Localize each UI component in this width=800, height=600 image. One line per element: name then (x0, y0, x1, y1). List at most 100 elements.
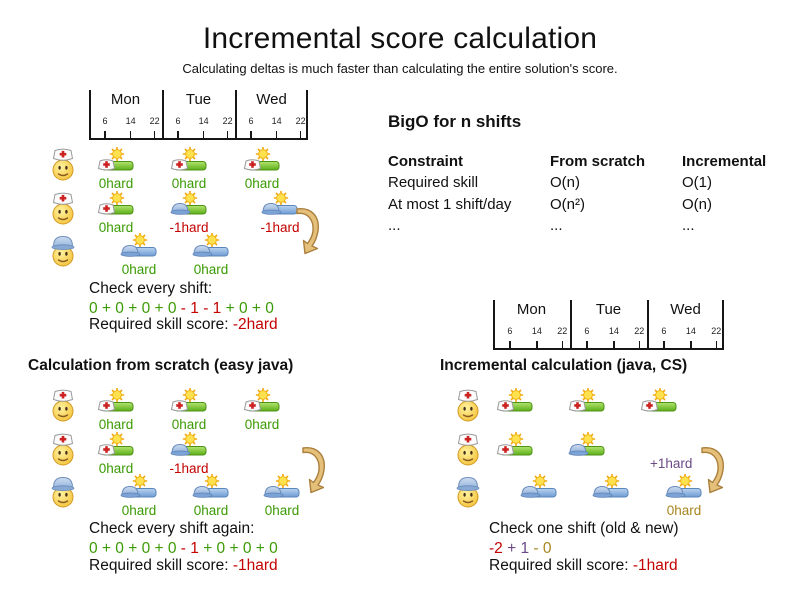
shift-icon (263, 473, 300, 498)
hour-label: 22 (634, 326, 645, 336)
worker-cap-icon (665, 485, 686, 498)
shift-grid-initial: 0hard 0hard 0hard (40, 146, 345, 282)
page-title: Incremental score calculation (202, 22, 598, 55)
shift-icon (192, 473, 229, 498)
hour-label: 6 (661, 326, 667, 336)
nurse-avatar (50, 432, 76, 466)
shift: 0hard (120, 232, 158, 279)
score-value: -1hard (232, 557, 278, 574)
nurse-cap-icon (496, 400, 515, 412)
sum-line-scratch: 0 + 0 + 0 + 0 - 1 + 0 + 0 + 0 (89, 540, 278, 558)
sum-part: + 1 (502, 540, 530, 557)
hour-label: 14 (531, 326, 542, 336)
nurse-cap-icon (568, 400, 587, 412)
nurse-cap-icon (640, 400, 659, 412)
sum-part: - 1 (180, 540, 199, 557)
shift-score-label: -1hard (169, 461, 209, 476)
shift-grid-scratch: 0hard 0hard 0hard (40, 387, 345, 523)
shift-score-label: 0hard (193, 503, 229, 518)
check-label-scratch: Check every shift again: (89, 520, 255, 537)
hour-tick (153, 131, 156, 140)
shift: 0hard (97, 431, 135, 478)
day-separator-line (306, 90, 308, 140)
nurse-avatar (455, 432, 481, 466)
day-separator-line (89, 90, 91, 140)
nurse-cap-icon (170, 400, 189, 412)
shift-icon (243, 387, 280, 412)
bigo-cell: ... (682, 216, 695, 234)
hour-label: 14 (125, 116, 136, 126)
bigo-cell: O(1) (682, 174, 712, 192)
bigo-header-cell: Incremental (682, 153, 767, 170)
shift (568, 431, 606, 478)
hour-tick (715, 341, 718, 350)
shift-icon (97, 387, 134, 412)
hour-tick (202, 131, 205, 140)
shift: 0hard (97, 190, 135, 237)
bigo-grid: Constraint From scratch Incremental Require… (388, 151, 788, 236)
nurse-avatar (50, 191, 76, 225)
shift-score-label: 0hard (121, 503, 157, 518)
nurse-face-icon (457, 389, 479, 422)
worker-cap-icon (520, 485, 541, 498)
hour-tick (638, 341, 641, 350)
worker-face-icon (456, 476, 480, 508)
day-separator-line (235, 90, 237, 140)
shift: 0hard (665, 473, 703, 520)
move-arrow-icon (296, 208, 319, 255)
shift-icon (170, 190, 207, 215)
nurse-cap-icon (97, 159, 116, 171)
shift-icon (192, 232, 229, 257)
shift-score-label: 0hard (264, 503, 300, 518)
worker-cap-icon (261, 202, 282, 215)
score-line-initial: Required skill score: -2hard (89, 316, 278, 334)
shift-icon (120, 473, 157, 498)
nurse-face-icon (52, 389, 74, 422)
bigo-cell: O(n²) (550, 195, 585, 213)
shift-icon (97, 190, 134, 215)
timeline-left: Mon 6 14 22 Tue 6 14 22 Wed 6 14 22 (89, 90, 308, 140)
shift-icon (97, 146, 134, 171)
shift: 0hard (97, 146, 135, 193)
hour-tick (104, 131, 106, 140)
shift (640, 387, 678, 434)
bigo-cell: Required skill (388, 174, 479, 192)
hour-tick (663, 341, 665, 350)
page-subtitle: Calculating deltas is much faster than c… (182, 61, 618, 76)
shift (496, 387, 534, 434)
shift: 0hard (243, 387, 281, 434)
day-separator-line (722, 300, 724, 350)
shift-icon (640, 387, 677, 412)
timeline-baseline (89, 138, 308, 140)
hour-label: 22 (222, 116, 233, 126)
hour-label: 6 (102, 116, 108, 126)
worker-cap-icon (568, 443, 589, 456)
sum-part: 0 + 0 + 0 + 0 (89, 300, 181, 317)
sum-part: -2 (489, 540, 503, 557)
bigo-cell: ... (550, 216, 563, 234)
day-label: Wed (670, 301, 701, 318)
timeline-baseline (493, 348, 724, 350)
shift-icon (120, 232, 157, 257)
hour-tick (275, 131, 278, 140)
worker-avatar (455, 474, 481, 508)
shift-score-label: 0hard (98, 417, 134, 432)
shift: 0hard (192, 232, 230, 279)
hour-label: 22 (711, 326, 722, 336)
hour-label: 14 (271, 116, 282, 126)
shift (568, 387, 606, 434)
check-label-incremental: Check one shift (old & new) (489, 520, 679, 537)
shift: -1hard (169, 431, 209, 478)
move-arrow-icon (701, 447, 724, 494)
worker-cap-icon (120, 244, 141, 257)
shift-icon (592, 473, 629, 498)
nurse-face-icon (457, 433, 479, 466)
hour-tick (177, 131, 179, 140)
shift-score-label: 0hard (244, 176, 280, 191)
bigo-title: BigO for n shifts (388, 112, 522, 131)
shift-score-label: 0hard (666, 503, 702, 518)
shift-icon (496, 431, 533, 456)
nurse-avatar (455, 388, 481, 422)
move-arrow (697, 443, 727, 495)
